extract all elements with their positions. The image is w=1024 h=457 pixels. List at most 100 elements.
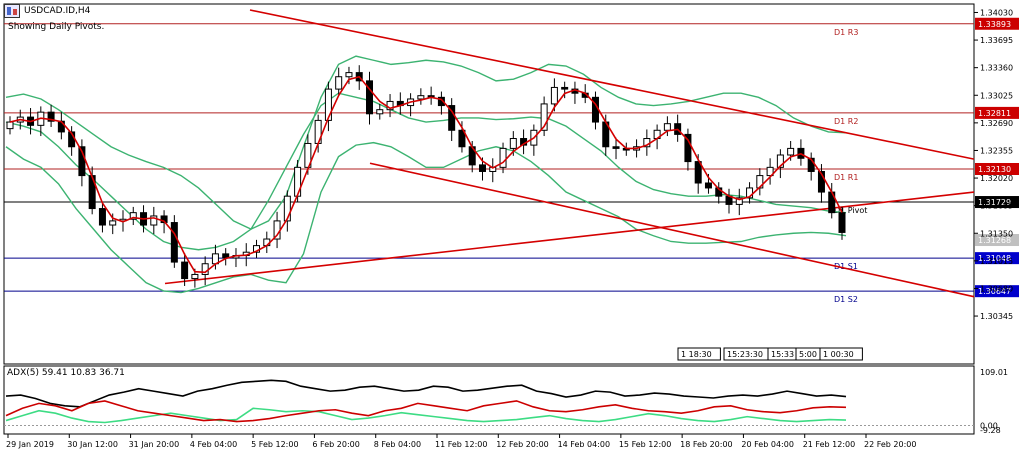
current-price-tag xyxy=(975,234,1019,247)
pivot-lines-layer: D1 R3 1.33893 D1 R2 1.32811 D1 R1 1.32130 D1 P… xyxy=(4,17,1019,304)
pivot-price-tag xyxy=(975,17,1019,30)
pivot-price-tag xyxy=(975,285,1019,298)
x-tick-label: 21 Feb 12:00 xyxy=(803,440,855,449)
candle-body xyxy=(766,166,774,177)
candle-body xyxy=(817,170,825,193)
candle-body xyxy=(109,220,117,226)
candle-body xyxy=(776,154,784,168)
moving-average-layer xyxy=(9,75,843,274)
y-tick-label: 1.31015 xyxy=(980,257,1013,266)
candle-body xyxy=(448,105,456,131)
candle-body xyxy=(98,208,106,226)
pivot-label: D1 S1 xyxy=(834,262,858,271)
candle-body xyxy=(550,86,558,105)
y-tick-label: 1.33360 xyxy=(980,64,1013,73)
candle-body xyxy=(294,166,302,197)
candles-layer xyxy=(6,65,846,288)
candle-body xyxy=(345,72,353,78)
y-tick-label: 1.32020 xyxy=(980,174,1013,183)
candle-body xyxy=(437,96,445,107)
pivot-price-tag-text: 1.30647 xyxy=(978,287,1011,296)
candle-body xyxy=(181,261,189,280)
candle-body xyxy=(540,103,548,131)
candle-body xyxy=(150,215,158,226)
adx-minus-di-line xyxy=(5,400,847,423)
candle-body xyxy=(376,109,384,115)
x-tick-label: 31 Jan 20:00 xyxy=(129,440,180,449)
candle-body xyxy=(366,80,374,115)
candle-body xyxy=(684,133,692,163)
candle-body xyxy=(838,212,846,233)
candle-body xyxy=(458,129,466,148)
chart-window-icon[interactable] xyxy=(4,4,20,18)
pivot-label: D1 R3 xyxy=(834,28,858,37)
pivot-price-tag-text: 1.32811 xyxy=(978,109,1011,118)
x-tick-label: 11 Feb 12:00 xyxy=(435,440,487,449)
bollinger-middle-band xyxy=(5,92,847,251)
pivot-price-tag xyxy=(975,252,1019,265)
candle-body xyxy=(704,182,712,189)
bollinger-upper-band xyxy=(5,55,847,230)
candle-body xyxy=(6,121,14,130)
adx-main-line xyxy=(5,379,847,408)
candle-body xyxy=(612,146,620,149)
moving-average-line xyxy=(9,75,843,274)
candle-body xyxy=(170,222,178,263)
candle-body xyxy=(335,76,343,90)
candle-body xyxy=(694,161,702,184)
trendline xyxy=(249,9,975,160)
y-tick-label: 1.33695 xyxy=(980,36,1013,45)
time-badge-text: 5:00 xyxy=(799,350,817,359)
candle-body xyxy=(417,95,425,100)
pivot-price-tag xyxy=(975,196,1019,209)
pivot-label: D1 R1 xyxy=(834,173,858,182)
y-tick-label: 1.30680 xyxy=(980,284,1013,293)
pivot-price-tag-text: 1.33893 xyxy=(978,20,1011,29)
pivots-subtitle: Showing Daily Pivots. xyxy=(8,22,105,32)
x-tick-label: 15 Feb 12:00 xyxy=(619,440,671,449)
adx-plus-di-line xyxy=(5,407,847,424)
y-tick-label: 1.33025 xyxy=(980,91,1013,100)
x-tick-label: 30 Jan 12:00 xyxy=(67,440,118,449)
x-tick-label: 8 Feb 04:00 xyxy=(374,440,421,449)
x-tick-label: 5 Feb 12:00 xyxy=(251,440,298,449)
candle-body xyxy=(283,195,291,222)
symbol-title: USDCAD.ID,H4 xyxy=(24,6,91,16)
candle-body xyxy=(509,138,517,149)
x-tick-label: 22 Feb 20:00 xyxy=(864,440,916,449)
x-tick-label: 12 Feb 20:00 xyxy=(496,440,548,449)
candle-body xyxy=(735,197,743,205)
time-badge xyxy=(677,347,721,361)
candle-body xyxy=(191,273,199,280)
candle-body xyxy=(160,215,168,224)
adx-indicator-label: ADX(5) 59.41 10.83 36.71 xyxy=(7,368,125,378)
bollinger-lower-band xyxy=(5,141,847,294)
time-badge-text: 15:23:30 xyxy=(727,350,763,359)
candle-body xyxy=(129,212,137,220)
candle-body xyxy=(324,88,332,121)
indicator-plot-frame xyxy=(3,365,975,435)
candle-body xyxy=(561,86,569,90)
candle-body xyxy=(47,111,55,122)
current-price-tag-text: 1.31268 xyxy=(978,236,1011,245)
y-tick-label: 1.31685 xyxy=(980,202,1013,211)
pivot-label: D1 S2 xyxy=(834,295,858,304)
adx-y-tick-label: -9.28 xyxy=(980,426,1001,435)
time-axis: 29 Jan 2019 30 Jan 12:00 31 Jan 20:00 4 Feb… xyxy=(6,434,916,449)
x-tick-label: 14 Feb 04:00 xyxy=(558,440,610,449)
price-axis: 1.34030 1.33695 1.33360 1.33025 1.32690 1.323… xyxy=(974,8,1013,321)
main-plot-frame xyxy=(3,3,975,365)
candle-body xyxy=(787,147,795,156)
candle-body xyxy=(478,164,486,172)
time-badge-text: 15:33 xyxy=(771,350,794,359)
pivot-price-tag xyxy=(975,106,1019,119)
trendline xyxy=(369,162,975,298)
adx-y-tick-label: 109.01 xyxy=(980,368,1008,377)
adx-layer: 109.01 0.00-9.28 xyxy=(4,368,1008,435)
candle-body xyxy=(499,147,507,168)
y-tick-label: 1.30345 xyxy=(980,312,1013,321)
x-tick-label: 6 Feb 20:00 xyxy=(312,440,359,449)
x-tick-label: 29 Jan 2019 xyxy=(6,440,54,449)
time-badge xyxy=(819,347,863,361)
